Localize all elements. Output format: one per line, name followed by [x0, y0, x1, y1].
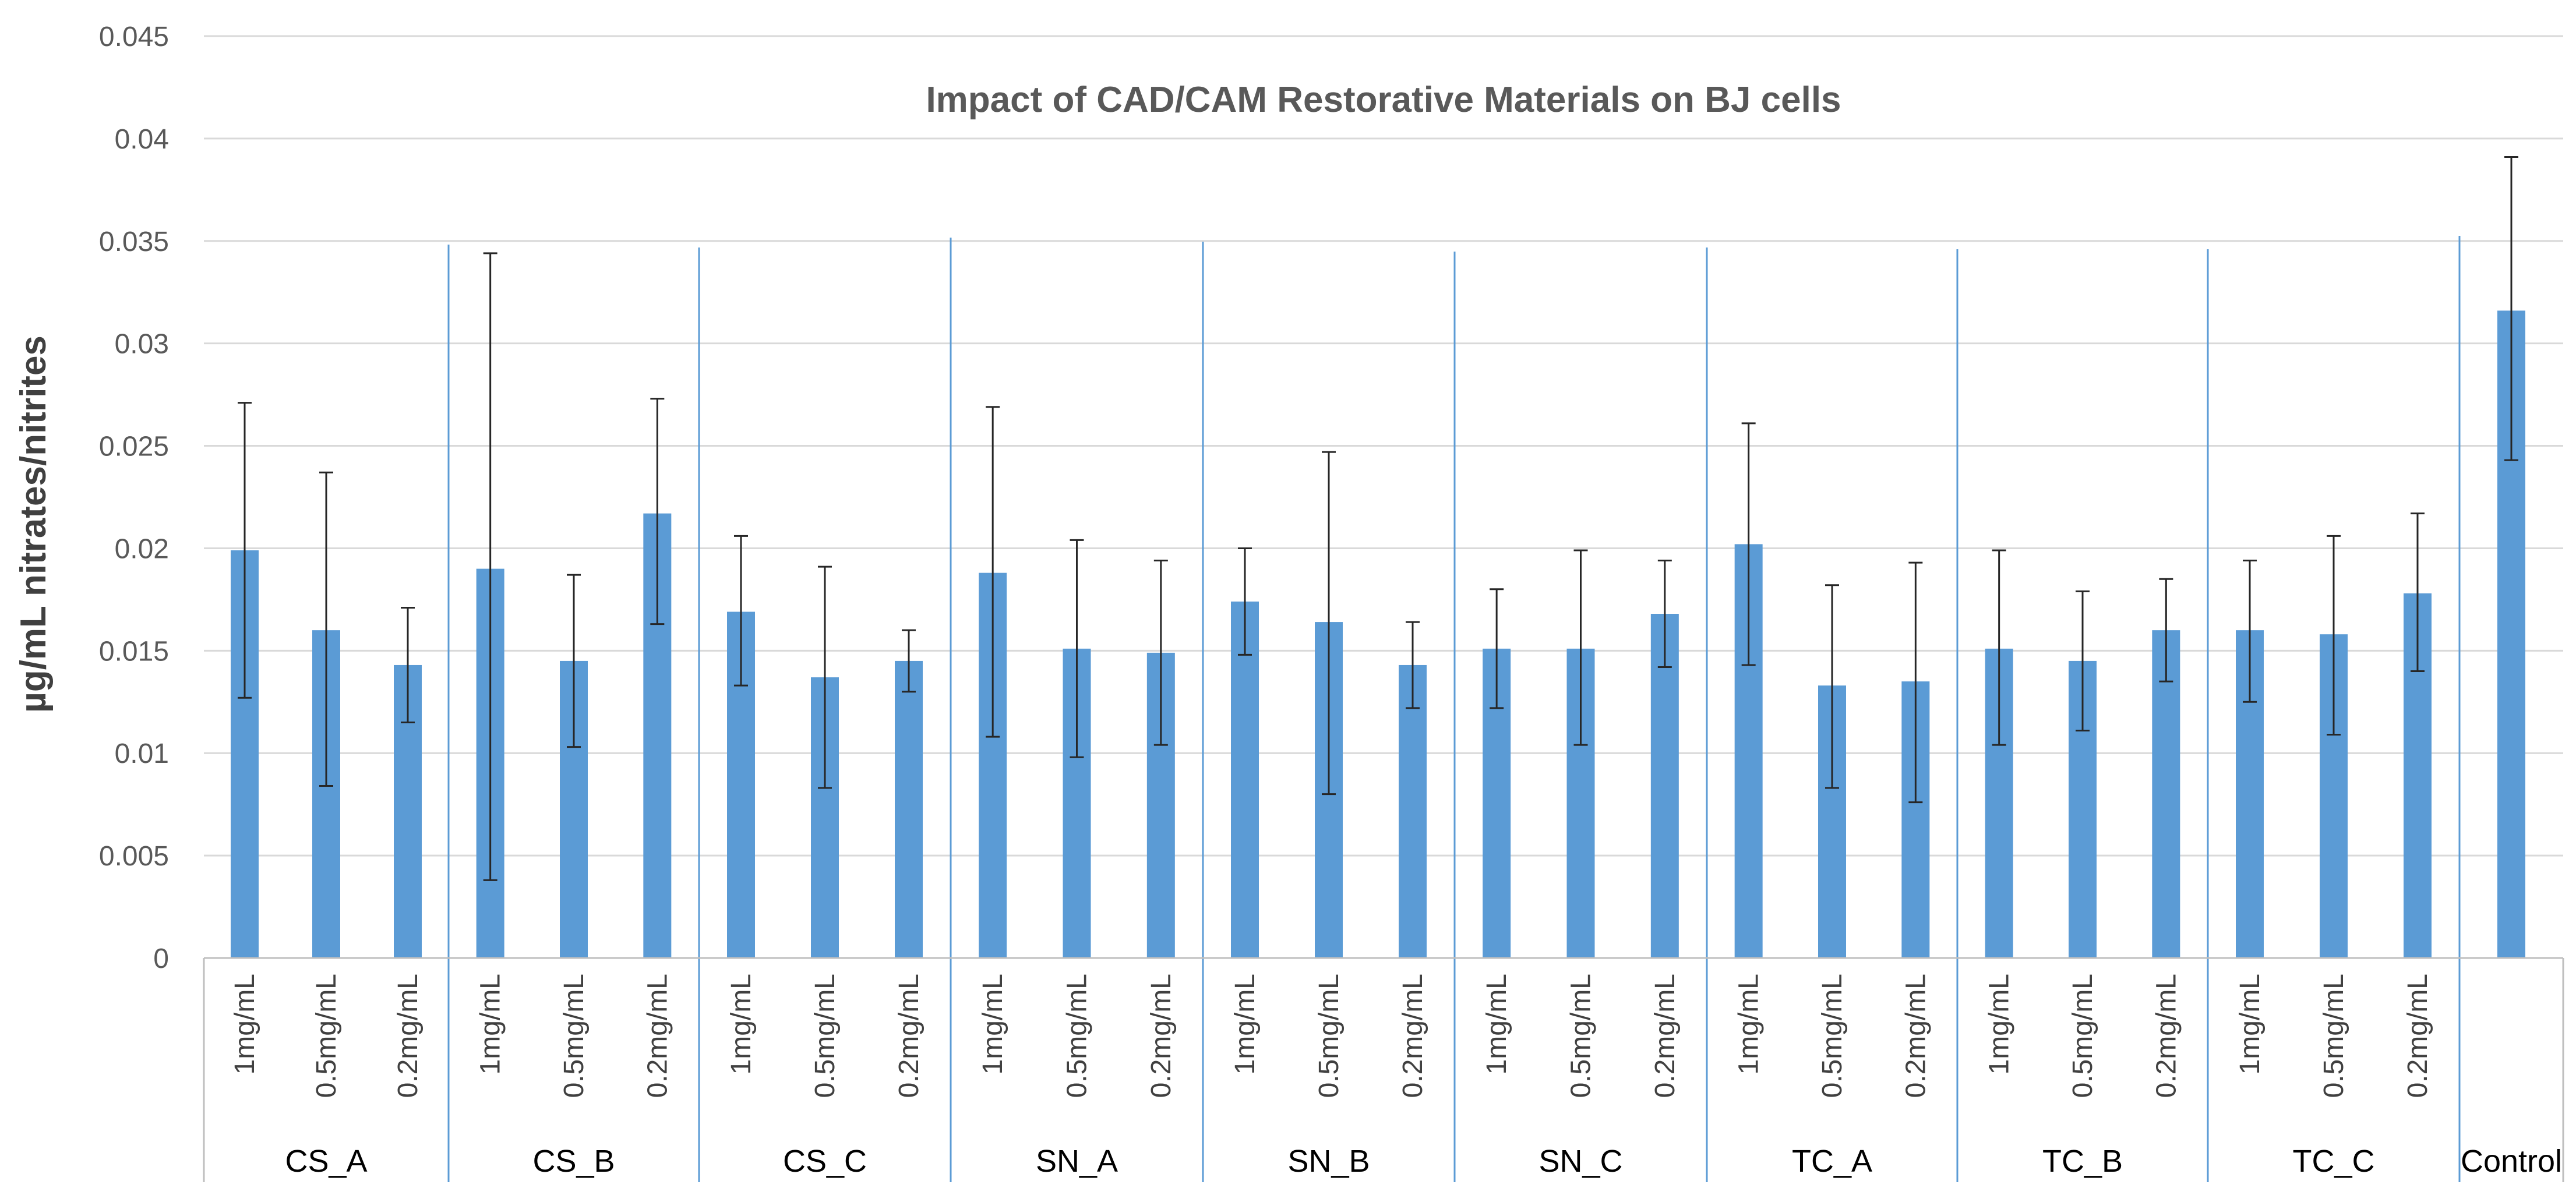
category-label: 0.5mg/mL: [1817, 974, 1848, 1098]
y-tick-labels: 0 0.005 0.01 0.015 0.02 0.025 0.03 0.035 0.04 0.0…: [99, 22, 169, 974]
category-label: 0.5mg/mL: [559, 974, 590, 1098]
bar: [1650, 614, 1679, 958]
category-label: 1mg/mL: [726, 974, 757, 1074]
group-label: CS_A: [285, 1144, 367, 1179]
category-label: 0.5mg/mL: [2319, 974, 2349, 1098]
category-label: 1mg/mL: [230, 974, 260, 1074]
y-tick-label: 0.045: [99, 22, 169, 52]
group-label: SN_A: [1036, 1144, 1118, 1179]
category-label: 0.2mg/mL: [393, 974, 424, 1098]
category-label: 1mg/mL: [1230, 974, 1261, 1074]
bars: [231, 310, 2525, 958]
y-tick-label: 0.01: [115, 738, 169, 769]
category-label: 0.2mg/mL: [2151, 974, 2182, 1098]
bar: [895, 660, 923, 958]
group-label: CS_B: [532, 1144, 615, 1179]
error-bars: [238, 156, 2518, 881]
category-label: 1mg/mL: [1481, 974, 1512, 1074]
gridlines: [204, 35, 2563, 857]
category-label: 1mg/mL: [2235, 974, 2266, 1074]
group-separators: [203, 236, 2564, 1182]
bar: [1231, 601, 1259, 958]
group-label: Control: [2461, 1144, 2562, 1179]
category-label: 0.5mg/mL: [2067, 974, 2098, 1098]
category-label: 1mg/mL: [475, 974, 506, 1074]
category-label: 1mg/mL: [1734, 974, 1765, 1074]
y-tick-label: 0.015: [99, 636, 169, 667]
x-group-labels: CS_A CS_B CS_C SN_A SN_B SN_C TC_A TC_B TC_C Cont…: [285, 1144, 2562, 1179]
group-label: SN_B: [1287, 1144, 1370, 1179]
category-label: 1mg/mL: [978, 974, 1008, 1074]
y-tick-label: 0.025: [99, 432, 169, 462]
category-label: 0.5mg/mL: [1062, 974, 1093, 1098]
category-label: 0.2mg/mL: [894, 974, 924, 1098]
category-label: 0.2mg/mL: [1146, 974, 1177, 1098]
y-tick-label: 0.005: [99, 841, 169, 872]
category-label: 0.2mg/mL: [2402, 974, 2433, 1098]
x-category-labels: 1mg/mL 0.5mg/mL 0.2mg/mL 1mg/mL 0.5mg/mL 0.2m…: [230, 974, 2433, 1098]
bar: [1399, 664, 1427, 958]
group-label: SN_C: [1538, 1144, 1622, 1179]
bar: [2152, 630, 2180, 958]
category-label: 0.5mg/mL: [1566, 974, 1597, 1098]
y-tick-label: 0: [153, 943, 169, 974]
category-label: 0.5mg/mL: [1314, 974, 1345, 1098]
group-label: TC_C: [2292, 1144, 2374, 1179]
category-label: 0.2mg/mL: [642, 974, 673, 1098]
category-label: 0.5mg/mL: [311, 974, 342, 1098]
group-label: CS_C: [783, 1144, 867, 1179]
category-label: 0.5mg/mL: [810, 974, 841, 1098]
category-label: 0.2mg/mL: [1650, 974, 1681, 1098]
category-label: 0.2mg/mL: [1398, 974, 1428, 1098]
chart-title: Impact of CAD/CAM Restorative Materials …: [926, 80, 1841, 120]
group-label: TC_A: [1792, 1144, 1872, 1179]
category-label: 0.2mg/mL: [1900, 974, 1931, 1098]
group-label: TC_B: [2042, 1144, 2123, 1179]
y-axis-title: µg/mL nitrates/nitrites: [13, 335, 54, 713]
y-tick-label: 0.035: [99, 227, 169, 257]
y-tick-label: 0.03: [115, 329, 169, 360]
category-label: 1mg/mL: [1984, 974, 2015, 1074]
y-tick-label: 0.02: [115, 533, 169, 564]
y-tick-label: 0.04: [115, 124, 169, 155]
